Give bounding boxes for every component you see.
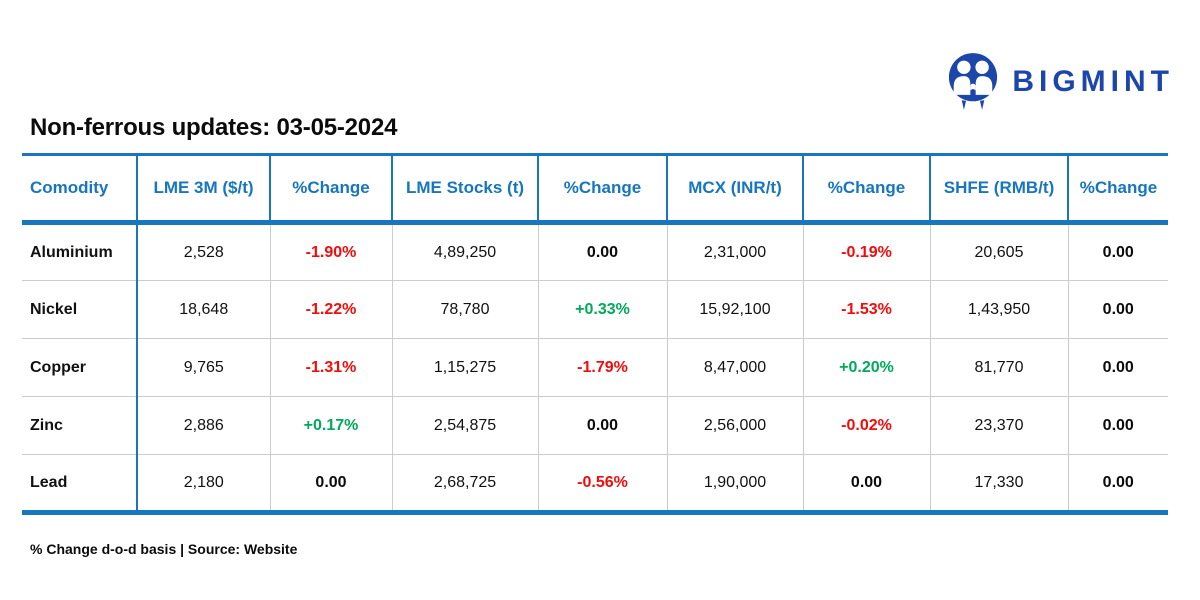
price-cell: 20,605 xyxy=(930,222,1069,281)
price-cell: 2,68,725 xyxy=(392,454,539,515)
change-cell: -1.90% xyxy=(270,222,393,281)
change-cell: 0.00 xyxy=(270,454,393,515)
column-header-stocks-change: %Change xyxy=(538,154,668,225)
table-row: Copper 9,765 -1.31% 1,15,275 -1.79% 8,47,000 +… xyxy=(22,338,1168,397)
price-cell: 9,765 xyxy=(137,338,271,397)
change-cell: -0.02% xyxy=(803,396,931,455)
price-cell: 15,92,100 xyxy=(667,280,804,339)
header-row: Comodity LME 3M ($/t) %Change LME Stocks… xyxy=(22,154,1168,225)
price-cell: 1,90,000 xyxy=(667,454,804,515)
change-cell: -0.56% xyxy=(538,454,668,515)
price-cell: 2,180 xyxy=(137,454,271,515)
bigmint-people-drop-icon xyxy=(949,53,998,110)
price-cell: 2,528 xyxy=(137,222,271,281)
change-cell: 0.00 xyxy=(1068,222,1168,281)
price-cell: 8,47,000 xyxy=(667,338,804,397)
price-cell: 17,330 xyxy=(930,454,1069,515)
column-header-lme-change: %Change xyxy=(270,154,393,225)
column-header-lme-stocks: LME Stocks (t) xyxy=(392,154,539,225)
change-cell: 0.00 xyxy=(803,454,931,515)
change-cell: 0.00 xyxy=(538,396,668,455)
table-row: Nickel 18,648 -1.22% 78,780 +0.33% 15,92,100-… xyxy=(22,280,1168,339)
column-header-lme-3m: LME 3M ($/t) xyxy=(137,154,271,225)
price-cell: 2,54,875 xyxy=(392,396,539,455)
bigmint-logo: BIGMINT xyxy=(945,52,1174,112)
change-cell: 0.00 xyxy=(1068,338,1168,397)
change-cell: -0.19% xyxy=(803,222,931,281)
change-cell: 0.00 xyxy=(1068,454,1168,515)
column-header-mcx-change: %Change xyxy=(803,154,931,225)
price-cell: 81,770 xyxy=(930,338,1069,397)
source-footnote: % Change d-o-d basis | Source: Website xyxy=(30,541,298,557)
commodity-cell: Aluminium xyxy=(22,222,138,281)
price-cell: 2,886 xyxy=(137,396,271,455)
commodity-cell: Nickel xyxy=(22,280,138,339)
price-cell: 4,89,250 xyxy=(392,222,539,281)
logo-wordmark: BIGMINT xyxy=(1012,65,1174,98)
change-cell: -1.79% xyxy=(538,338,668,397)
change-cell: +0.33% xyxy=(538,280,668,339)
table-row: Zinc 2,886 +0.17% 2,54,875 0.00 2,56,000 -0.02… xyxy=(22,396,1168,455)
change-cell: 0.00 xyxy=(1068,396,1168,455)
price-cell: 2,31,000 xyxy=(667,222,804,281)
change-cell: +0.20% xyxy=(803,338,931,397)
price-cell: 1,15,275 xyxy=(392,338,539,397)
change-cell: +0.17% xyxy=(270,396,393,455)
change-cell: -1.22% xyxy=(270,280,393,339)
table-header: Comodity LME 3M ($/t) %Change LME Stocks… xyxy=(22,154,1168,225)
price-cell: 2,56,000 xyxy=(667,396,804,455)
column-header-shfe: SHFE (RMB/t) xyxy=(930,154,1069,225)
change-cell: -1.53% xyxy=(803,280,931,339)
column-header-mcx: MCX (INR/t) xyxy=(667,154,804,225)
page-title: Non-ferrous updates: 03-05-2024 xyxy=(30,114,398,141)
price-cell: 78,780 xyxy=(392,280,539,339)
non-ferrous-price-table: Comodity LME 3M ($/t) %Change LME Stocks… xyxy=(22,153,1168,515)
table-row: Lead 2,180 0.00 2,68,725 -0.56% 1,90,000 0.00 1… xyxy=(22,454,1168,515)
change-cell: -1.31% xyxy=(270,338,393,397)
commodity-cell: Lead xyxy=(22,454,138,515)
price-cell: 18,648 xyxy=(137,280,271,339)
column-header-shfe-change: %Change xyxy=(1068,154,1168,225)
commodity-cell: Zinc xyxy=(22,396,138,455)
table-row: Aluminium 2,528 -1.90% 4,89,250 0.00 2,31,000… xyxy=(22,222,1168,281)
price-cell: 1,43,950 xyxy=(930,280,1069,339)
table-body: Aluminium 2,528 -1.90% 4,89,250 0.00 2,31,000… xyxy=(22,222,1168,515)
column-header-commodity: Comodity xyxy=(22,154,138,225)
commodity-cell: Copper xyxy=(22,338,138,397)
price-cell: 23,370 xyxy=(930,396,1069,455)
change-cell: 0.00 xyxy=(1068,280,1168,339)
change-cell: 0.00 xyxy=(538,222,668,281)
